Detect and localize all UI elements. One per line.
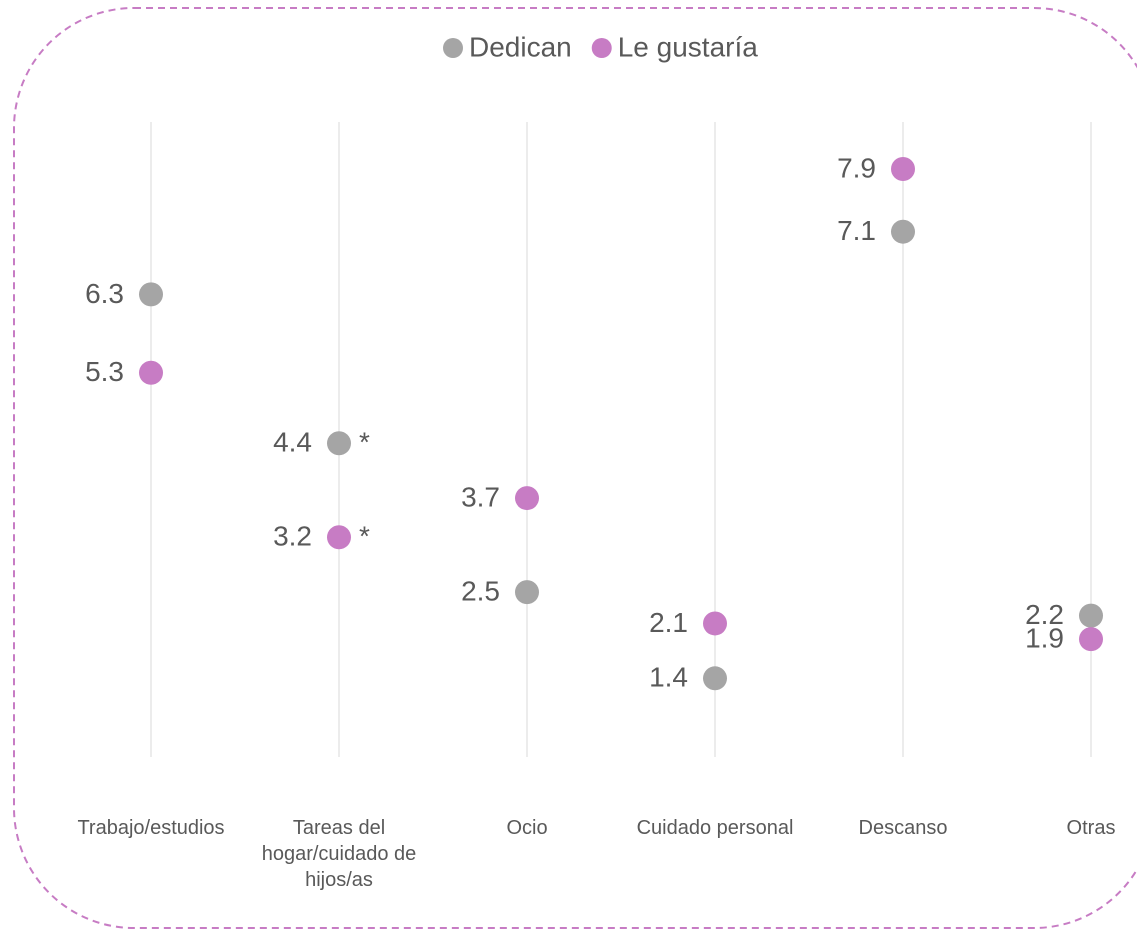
data-label: 2.1 — [649, 607, 688, 638]
x-tick-label: Cuidado personal — [636, 817, 794, 839]
dot — [327, 525, 351, 550]
x-tick-label: Trabajo/estudios — [77, 817, 225, 839]
x-tick-label: Descanso — [858, 817, 948, 839]
data-label: 7.9 — [837, 152, 876, 183]
dot — [703, 611, 727, 636]
annotation: * — [359, 427, 370, 458]
dot — [327, 431, 351, 456]
dot — [703, 666, 727, 691]
dot — [1079, 627, 1103, 652]
dot — [139, 360, 163, 385]
legend-label: Dedican — [469, 31, 572, 62]
data-label: 5.3 — [85, 356, 124, 387]
data-label: 2.2 — [1025, 599, 1064, 630]
data-label: 4.4 — [273, 427, 312, 458]
data-label: 1.4 — [649, 662, 688, 693]
dot — [515, 486, 539, 511]
dot — [891, 157, 915, 182]
dot — [1079, 603, 1103, 628]
annotation: * — [359, 521, 370, 552]
legend-marker — [591, 38, 612, 58]
data-label: 7.1 — [837, 215, 876, 246]
data-label: 1.9 — [1025, 623, 1064, 654]
data-label: 3.2 — [273, 521, 312, 552]
data-label: 3.7 — [461, 481, 500, 512]
x-tick-label: Otras — [1066, 817, 1116, 839]
x-tick-label: Ocio — [506, 817, 548, 839]
x-tick-label: Tareas del hogar/cuidado de hijos/as — [261, 817, 417, 891]
data-label: 6.3 — [85, 278, 124, 309]
dot — [139, 282, 163, 307]
frame — [13, 7, 1137, 929]
legend-marker — [443, 38, 463, 58]
dot — [515, 580, 539, 605]
legend-label: Le gustaría — [618, 31, 759, 62]
dot — [891, 219, 915, 244]
data-label: 2.5 — [461, 576, 500, 607]
